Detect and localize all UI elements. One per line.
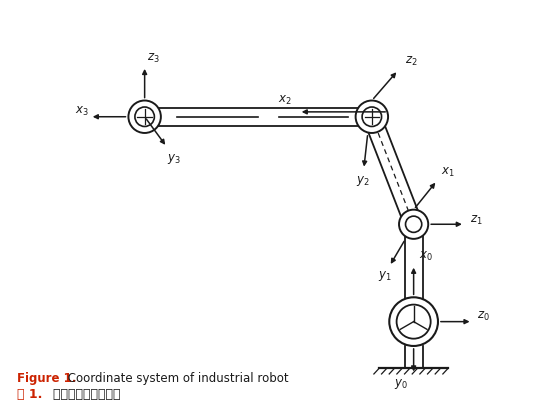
- Circle shape: [397, 305, 431, 339]
- Text: $\mathit{x}_{1}$: $\mathit{x}_{1}$: [441, 166, 455, 179]
- Text: $\mathit{x}_{3}$: $\mathit{x}_{3}$: [75, 105, 88, 118]
- Text: Coordinate system of industrial robot: Coordinate system of industrial robot: [64, 371, 288, 385]
- Text: $\mathit{y}_{0}$: $\mathit{y}_{0}$: [394, 376, 408, 390]
- Text: 图 1.: 图 1.: [17, 387, 42, 400]
- Circle shape: [135, 108, 154, 127]
- Circle shape: [356, 101, 388, 134]
- Circle shape: [405, 216, 422, 233]
- Text: $\mathit{y}_{2}$: $\mathit{y}_{2}$: [356, 173, 370, 187]
- Text: $\mathit{z}_{0}$: $\mathit{z}_{0}$: [477, 309, 490, 322]
- Text: $\mathit{y}_{1}$: $\mathit{y}_{1}$: [378, 268, 392, 282]
- Circle shape: [399, 210, 428, 239]
- Circle shape: [389, 297, 438, 346]
- Circle shape: [362, 108, 382, 127]
- Text: $\mathit{z}_{2}$: $\mathit{z}_{2}$: [405, 55, 418, 68]
- Circle shape: [128, 101, 161, 134]
- Text: $\mathit{z}_{3}$: $\mathit{z}_{3}$: [147, 52, 160, 65]
- Text: $\mathit{y}_{3}$: $\mathit{y}_{3}$: [167, 152, 181, 166]
- Text: 工业机器人的坐标系: 工业机器人的坐标系: [45, 387, 121, 400]
- Text: $\mathit{x}_{0}$: $\mathit{x}_{0}$: [419, 250, 433, 263]
- Text: Figure 1.: Figure 1.: [17, 371, 76, 385]
- Text: $\mathit{x}_{2}$: $\mathit{x}_{2}$: [278, 94, 291, 107]
- Text: $\mathit{z}_{1}$: $\mathit{z}_{1}$: [470, 213, 483, 226]
